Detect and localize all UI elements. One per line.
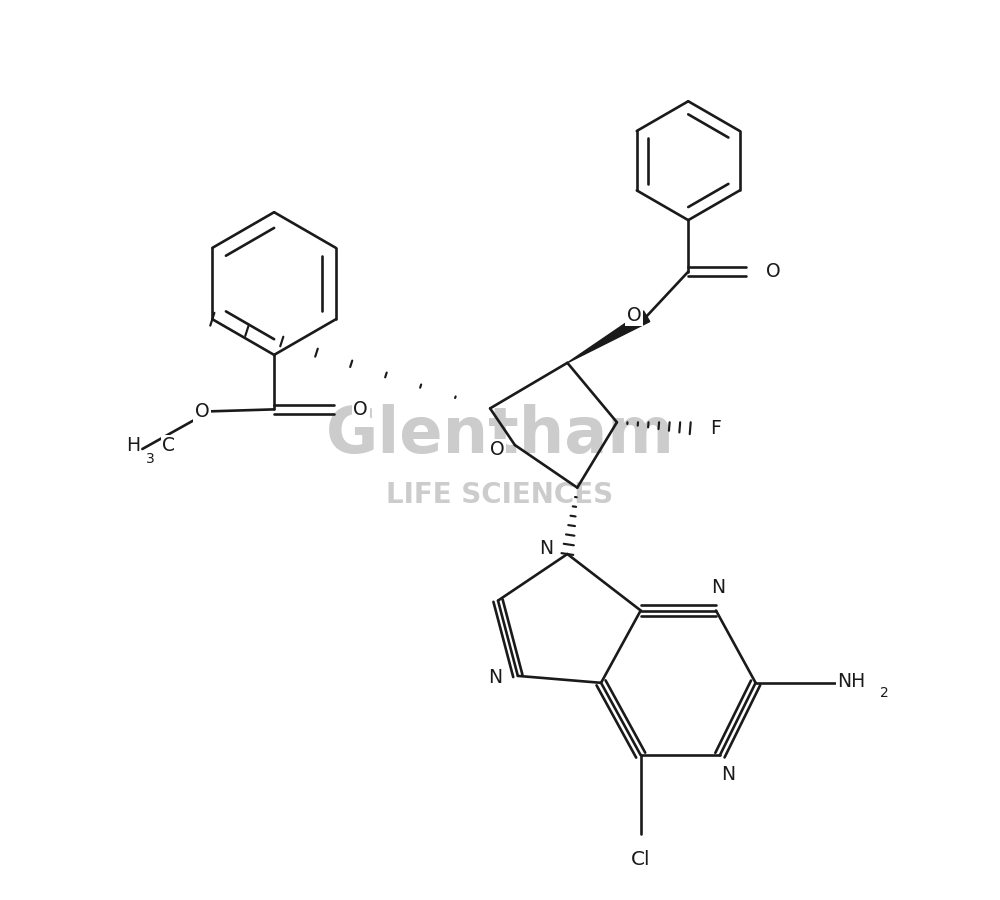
Text: 3: 3 — [146, 452, 155, 466]
Text: Glentham: Glentham — [326, 404, 674, 466]
Text: F: F — [710, 418, 721, 437]
Text: 2: 2 — [880, 686, 889, 699]
Text: O: O — [195, 402, 210, 421]
Text: N: N — [488, 669, 502, 688]
Text: LIFE SCIENCES: LIFE SCIENCES — [386, 481, 614, 508]
Text: NH: NH — [837, 672, 865, 691]
Polygon shape — [567, 311, 650, 363]
Text: O: O — [766, 262, 780, 281]
Text: N: N — [539, 538, 554, 558]
Text: N: N — [721, 765, 735, 784]
Text: O: O — [627, 306, 642, 325]
Text: H: H — [126, 436, 140, 454]
Text: O: O — [490, 440, 504, 460]
Text: O: O — [353, 400, 368, 419]
Text: Cl: Cl — [631, 850, 650, 869]
Text: C: C — [162, 436, 175, 454]
Text: N: N — [711, 578, 725, 597]
